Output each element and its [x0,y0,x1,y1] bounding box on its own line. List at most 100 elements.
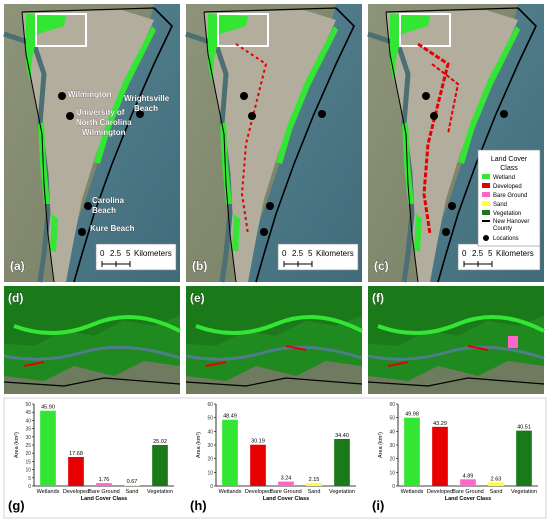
legend-title-1: Land Cover [491,156,528,163]
y-tick-label: 10 [389,470,395,476]
category-label-developed: Developed [427,489,453,495]
location-dot [500,110,508,118]
value-label-sand: 2.15 [309,477,320,483]
category-label-wetlands: Wetlands [219,489,242,495]
label-kure: Kure Beach [90,224,135,233]
legend-swatch-sand [482,201,490,206]
bar-vegetation [334,438,350,486]
scale-tick-0: 0 [462,249,467,258]
location-dot [318,110,326,118]
panel-label-h: (h) [190,498,207,513]
category-label-bare-ground: Bare Ground [88,489,120,495]
value-label-sand: 2.63 [491,476,502,482]
y-tick-label: 30 [389,443,395,449]
legend-label-sand: Sand [493,202,507,208]
value-label-vegetation: 25.02 [153,439,167,445]
y-axis-label-h: Area (km²) [196,432,202,458]
y-tick-label: 40 [389,429,395,435]
location-dot [422,92,430,100]
legend-label-locations: Locations [493,236,519,242]
legend-label-county-1: New Hanover [493,219,529,225]
category-label-vegetation: Vegetation [511,489,537,495]
y-tick-label: 45 [25,410,31,416]
scale-unit: Kilometers [496,249,534,258]
scalebar-b: 0 2.5 5 Kilometers [277,243,359,271]
map-c-developed-2 [431,63,460,135]
y-tick-label: 20 [389,457,395,463]
label-carolina-1: Carolina [92,196,125,205]
locations-c [422,92,508,236]
value-label-wetlands: 48.49 [223,414,237,420]
y-tick-label: 40 [25,418,31,424]
label-wilmington: Wilmington [68,90,112,99]
value-label-vegetation: 34.40 [335,433,349,439]
label-uncw-3: Wilmington [82,128,126,137]
location-dot [78,228,86,236]
detail-panel-f [366,284,546,396]
bar-developed [250,444,266,486]
value-label-sand: 0.67 [127,479,138,485]
bar-vegetation [152,444,168,486]
category-label-sand: Sand [490,489,503,495]
category-label-sand: Sand [126,489,139,495]
legend-swatch-bare-ground [482,192,490,197]
legend: Land Cover Class Wetland Developed Bare … [477,149,541,247]
y-tick-label: 30 [207,443,213,449]
location-dot [240,92,248,100]
legend-label-developed: Developed [493,184,522,190]
legend-label-county-2: County [493,226,512,232]
scale-line [101,261,131,267]
value-label-developed: 43.29 [433,421,447,427]
place-labels: Wilmington University of North Carolina … [68,90,170,233]
scale-tick-2: 5 [308,249,313,258]
x-axis-label-h: Land Cover Class [263,496,309,502]
map-panel-a [4,4,180,282]
category-label-vegetation: Vegetation [329,489,355,495]
scale-tick-0: 0 [282,249,287,258]
category-label-wetlands: Wetlands [401,489,424,495]
detail-panel-e [184,284,364,396]
map-b-base [186,4,362,282]
location-dot [260,228,268,236]
detail-e-developed [205,345,307,367]
panel-label-g: (g) [8,498,25,513]
scale-unit: Kilometers [316,249,354,258]
scale-tick-1: 2.5 [292,249,304,258]
panel-label-d: (d) [8,291,23,305]
bar-vegetation [516,430,532,486]
location-dot [66,112,74,120]
category-label-developed: Developed [245,489,271,495]
y-axis-label-g: Area (km²) [14,432,20,458]
legend-label-wetland: Wetland [493,175,515,181]
scale-unit: Kilometers [134,249,172,258]
panel-label-e: (e) [190,291,205,305]
category-label-wetlands: Wetlands [37,489,60,495]
y-tick-label: 10 [207,470,213,476]
scale-line [463,261,493,267]
category-label-sand: Sand [308,489,321,495]
scale-tick-2: 5 [488,249,493,258]
location-dot [442,228,450,236]
location-dot [430,112,438,120]
value-label-wetlands: 45.90 [41,405,55,411]
location-dot [136,110,144,118]
scalebar-c: 0 2.5 5 Kilometers [457,243,541,271]
legend-swatch-developed [482,183,490,188]
y-tick-label: 0 [210,484,213,490]
locations-a [58,92,144,236]
map-panel-b [186,4,362,282]
y-tick-label: 60 [389,402,395,408]
scale-line [283,261,313,267]
label-uncw-2: North Carolina [76,118,132,127]
bar-sand [306,483,322,486]
location-dot [448,202,456,210]
y-tick-label: 60 [207,402,213,408]
x-axis-label-i: Land Cover Class [445,496,491,502]
detail-d-base [2,284,182,396]
legend-label-bare-ground: Bare Ground [493,193,527,199]
bar-wetlands [222,419,238,486]
bar-developed [68,457,84,486]
legend-title-2: Class [500,165,518,172]
y-tick-label: 40 [207,429,213,435]
